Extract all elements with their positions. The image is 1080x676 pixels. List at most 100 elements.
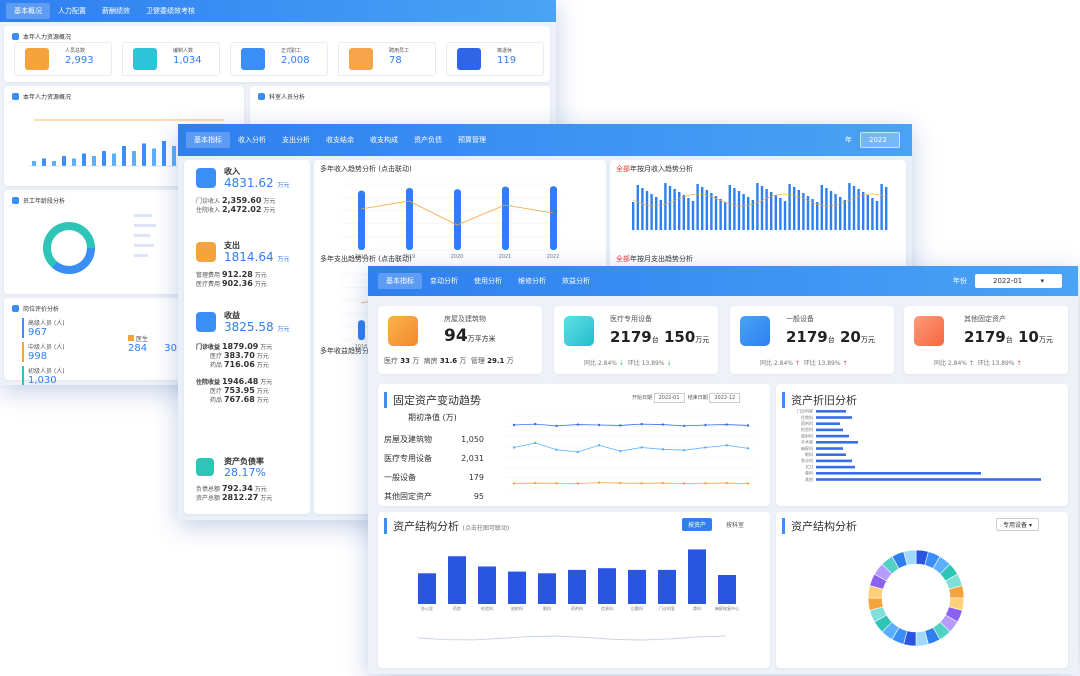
asset-nav-tab[interactable]: 使用分析: [474, 277, 502, 285]
age-analysis-card: 员工年龄段分析: [4, 190, 180, 294]
hr-nav-tab[interactable]: 薪酬绩效: [102, 7, 130, 15]
perf-label: 高级人员 (人): [28, 320, 65, 327]
month-bar: [724, 202, 727, 230]
debt-rows: 负债总额 792.34 万元 资产总额 2812.27 万元: [196, 484, 273, 502]
hr-nav-tab[interactable]: 人力配置: [58, 7, 86, 15]
kpi-label: 正式职工: [281, 48, 302, 54]
card-title: 房屋及建筑物: [444, 315, 486, 323]
month-bar: [636, 185, 639, 230]
asset-trend-point: [746, 424, 750, 427]
month-bar: [742, 194, 745, 230]
month-bar: [641, 188, 644, 230]
medical-equipment-card: 医疗专用设备 2179台 150万元 同比 2.84% ↓ 环比 13.89% …: [554, 306, 718, 374]
asset-donut-chart: [867, 549, 965, 647]
year-bar: [358, 320, 365, 340]
x-tick-label: 眼科: [543, 605, 551, 611]
y-tick-label: 门诊科室: [797, 408, 813, 414]
finance-left-panel: 收入 4831.62 万元 门诊收入 2,359.60 万元 住院收入 2,47…: [184, 160, 310, 514]
section-title: 岗位评价分析: [12, 304, 59, 313]
trend-bar: [142, 143, 146, 166]
expense-rows: 管理费用 912.28 万元 医疗费用 902.36 万元: [196, 270, 267, 288]
structure-bar: [418, 573, 436, 604]
finance-nav-tab[interactable]: 收支构成: [370, 136, 398, 144]
x-tick-label: 信息科: [601, 605, 613, 611]
asset-trend-point: [534, 481, 537, 485]
kpi-icon: [241, 48, 265, 70]
card-sub: 医疗 33 万 病房 31.6 万 管理 29.1 万: [384, 357, 514, 365]
perf-value: 1,030: [28, 375, 57, 385]
hr-nav-tab[interactable]: 卫健委绩效考核: [146, 7, 195, 15]
perf-value: 998: [28, 351, 48, 362]
panel-title: 固定资产变动趋势: [384, 392, 481, 408]
asset-trend-point: [534, 441, 537, 445]
finance-nav-tab[interactable]: 支出分析: [282, 136, 310, 144]
x-tick-label: 2022: [547, 254, 560, 258]
asset-trend-point: [597, 444, 601, 447]
by-dept-tab[interactable]: 按科室: [726, 522, 745, 529]
square-icon: [12, 33, 19, 40]
kpi-tile: 人员总数 2,993: [14, 42, 112, 76]
month-bar: [852, 186, 856, 230]
section-title: 本年人力资源概况: [12, 32, 71, 41]
year-bar: [406, 187, 413, 250]
finance-nav-tab[interactable]: 收入分析: [238, 136, 266, 144]
asset-trend-point: [746, 482, 750, 485]
structure-bar: [508, 571, 526, 604]
asset-nav-tab[interactable]: 维修分析: [518, 277, 546, 285]
asset-trend-point: [661, 481, 665, 485]
month-bar: [793, 187, 796, 230]
year-label: 年份: [953, 277, 967, 285]
panel-title: 资产结构分析 (点击柱图可联动): [384, 518, 509, 534]
trend-bar: [82, 153, 86, 166]
month-bar: [650, 194, 653, 230]
structure-bar: [718, 575, 736, 604]
debt-value: 28.17%: [224, 466, 266, 479]
income-title: 收入: [224, 167, 240, 176]
y-tick-label: 骨科: [805, 470, 813, 476]
month-bar: [802, 193, 805, 230]
asset-nav-tab[interactable]: 基本指标: [378, 273, 422, 289]
finance-nav-tab[interactable]: 预算管理: [458, 136, 486, 144]
finance-nav-tab[interactable]: 收支结余: [326, 136, 354, 144]
card-title: 医疗专用设备: [610, 315, 652, 323]
balance-trend-title: 多年收益趋势分析: [320, 347, 376, 355]
finance-nav-tab[interactable]: 基本指标: [186, 132, 230, 148]
finance-nav-bar: 基本指标 收入分析 支出分析 收支结余 收支构成 资产负债 预算管理 年 202…: [178, 124, 912, 156]
month-bar: [825, 188, 828, 230]
structure-bar: [688, 549, 706, 604]
end-date-input[interactable]: 2022-12: [709, 393, 741, 403]
hr-overview-card: 本年人力资源概况 人员总数 2,993 编制人数 1,034 正式职工 2,008 聘用员工…: [4, 26, 550, 82]
asset-trend-point: [725, 423, 728, 426]
month-bar: [645, 191, 649, 230]
start-date-input[interactable]: 2022-01: [653, 393, 685, 403]
year-select[interactable]: 2022-01 ▾: [975, 274, 1062, 288]
asset-trend-point: [640, 482, 643, 485]
square-icon: [12, 93, 19, 100]
by-asset-tab[interactable]: 按资产: [682, 518, 713, 531]
asset-nav-tab[interactable]: 变动分析: [430, 277, 458, 285]
monthly-income-title: 全部年按月收入趋势分析: [616, 165, 693, 173]
kpi-value: 2,993: [65, 55, 94, 66]
month-bar: [816, 202, 819, 230]
month-bar: [632, 202, 635, 230]
asset-trend-point: [725, 444, 728, 447]
hr-nav-tab[interactable]: 基本概况: [6, 3, 50, 19]
x-tick-label: 检验科: [481, 605, 493, 611]
gear-icon: [740, 316, 770, 346]
month-bar: [770, 192, 773, 230]
asset-structure-donut-panel: 资产结构分析 专用设备 ▾: [776, 512, 1068, 668]
date-range: 开始日期 2022-01 结束日期 2022-12: [632, 393, 741, 403]
x-tick-label: 办公室: [421, 605, 433, 611]
year-select[interactable]: 2022: [860, 132, 900, 148]
depreciation-bar: [816, 465, 855, 469]
finance-nav-tab[interactable]: 资产负债: [414, 136, 442, 144]
age-bar: [134, 234, 150, 237]
income-rows: 门诊收入 2,359.60 万元 住院收入 2,472.02 万元: [196, 196, 276, 214]
category-select[interactable]: 专用设备 ▾: [996, 518, 1039, 531]
asset-nav-tab[interactable]: 效益分析: [562, 277, 590, 285]
month-bar: [728, 185, 731, 230]
month-bar: [756, 183, 759, 230]
kpi-label: 聘用员工: [389, 48, 410, 54]
month-bar: [788, 184, 791, 230]
asset-trend-point: [555, 448, 558, 451]
